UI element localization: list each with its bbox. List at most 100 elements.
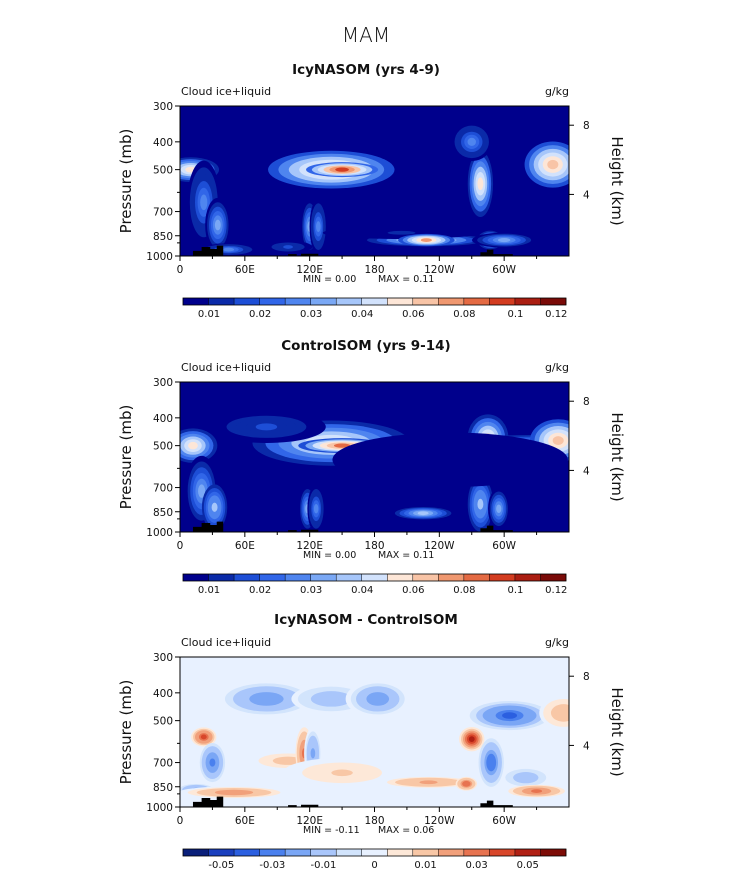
contour-band xyxy=(257,695,276,703)
colorbar-swatch xyxy=(208,849,235,856)
y2-tick-label: 8 xyxy=(583,396,590,408)
colorbar-swatch xyxy=(514,849,541,856)
colorbar-swatch xyxy=(361,574,388,581)
colorbar-swatch xyxy=(183,849,209,856)
colorbar-label: 0.1 xyxy=(507,309,523,320)
colorbar-swatch xyxy=(387,849,414,856)
colorbar-swatch xyxy=(285,849,311,856)
x-tick-label: 120E xyxy=(296,815,323,827)
contour-band xyxy=(316,221,321,233)
contour-band xyxy=(502,712,518,719)
units-label: g/kg xyxy=(545,636,569,649)
topography-andes xyxy=(480,800,513,807)
y2-axis-label: Height (km) xyxy=(608,136,626,225)
colorbar-label: 0.08 xyxy=(453,585,475,596)
contour-band xyxy=(547,159,559,170)
y2-tick-label: 4 xyxy=(583,189,590,201)
topography-asia xyxy=(192,521,224,532)
x-tick-label: 60W xyxy=(492,264,516,276)
colorbar-label: 0.06 xyxy=(402,309,424,320)
colorbar-swatch xyxy=(463,574,490,581)
colorbar-frame xyxy=(182,848,567,857)
colorbar-label: 0.01 xyxy=(414,860,436,871)
colorbar-swatch xyxy=(540,849,567,856)
panel-title: ControlSOM (yrs 9-14) xyxy=(281,338,450,354)
colorbar-label: -0.03 xyxy=(259,860,285,871)
variable-label: Cloud ice+liquid xyxy=(181,636,271,649)
contour-band xyxy=(420,238,432,242)
contour-band xyxy=(520,775,531,781)
y-tick-label: 700 xyxy=(153,758,173,770)
colorbar-swatch xyxy=(234,849,260,856)
colorbar-swatch xyxy=(234,298,260,305)
contour-band xyxy=(477,177,484,191)
contour-band xyxy=(371,695,384,703)
colorbar-label: -0.01 xyxy=(310,860,336,871)
colorbar-label: 0.01 xyxy=(198,585,220,596)
y-tick-label: 300 xyxy=(153,652,173,664)
x-tick-label: 0 xyxy=(177,264,184,276)
contour-band xyxy=(214,219,221,231)
contour-band xyxy=(558,709,569,717)
colorbar-swatch xyxy=(310,298,337,305)
contour-band xyxy=(419,780,438,785)
y2-tick-label: 8 xyxy=(583,671,590,683)
contour-band xyxy=(255,423,278,431)
x-tick-label: 60E xyxy=(235,264,255,276)
colorbar-swatch xyxy=(463,849,490,856)
colorbar-label: 0.06 xyxy=(402,585,424,596)
contour-band xyxy=(209,758,216,767)
y-tick-label: 700 xyxy=(153,483,173,495)
max-value: MAX = 0.11 xyxy=(378,550,434,561)
y2-axis-label: Height (km) xyxy=(608,687,626,776)
contour-band xyxy=(497,237,511,243)
colorbar-swatch xyxy=(361,298,388,305)
colorbar-swatch xyxy=(361,849,388,856)
y-tick-label: 400 xyxy=(153,413,173,425)
colorbar-label: 0.04 xyxy=(351,585,373,596)
y-tick-label: 500 xyxy=(153,165,173,177)
colorbar-swatch xyxy=(310,849,337,856)
panel-title: IcyNASOM (yrs 4-9) xyxy=(292,62,440,78)
contour-band xyxy=(387,230,416,235)
contour-band xyxy=(200,734,207,740)
y-axis-label: Pressure (mb) xyxy=(117,680,135,785)
contour-band xyxy=(417,511,429,516)
contour-band xyxy=(496,504,502,514)
y-tick-label: 300 xyxy=(153,377,173,389)
colorbar-swatch xyxy=(489,298,516,305)
contour-field xyxy=(180,657,569,807)
colorbar-swatch xyxy=(540,298,567,305)
y-tick-label: 850 xyxy=(153,507,173,519)
y-tick-label: 400 xyxy=(153,137,173,149)
units-label: g/kg xyxy=(545,85,569,98)
topography-andes xyxy=(480,249,513,256)
y-tick-label: 500 xyxy=(153,441,173,453)
colorbar-label: 0.05 xyxy=(517,860,539,871)
contour-band xyxy=(211,502,218,512)
colorbar-label: 0.12 xyxy=(545,309,567,320)
y-tick-label: 500 xyxy=(153,716,173,728)
colorbar-frame xyxy=(182,573,567,582)
colorbar-label: 0.08 xyxy=(453,309,475,320)
colorbar-label: 0.03 xyxy=(300,585,322,596)
y-axis-label: Pressure (mb) xyxy=(117,129,135,234)
contour-band xyxy=(313,504,319,514)
y-tick-label: 1000 xyxy=(146,251,173,263)
colorbar-swatch xyxy=(259,298,286,305)
contour-band xyxy=(333,443,351,448)
colorbar-swatch xyxy=(438,298,465,305)
colorbar-swatch xyxy=(387,298,414,305)
contour-band xyxy=(310,748,316,759)
colorbar-swatch xyxy=(259,574,286,581)
colorbar-label: 0.03 xyxy=(466,860,488,871)
units-label: g/kg xyxy=(545,361,569,374)
colorbar-swatch xyxy=(489,849,516,856)
colorbar-swatch xyxy=(208,298,235,305)
topography-asia xyxy=(192,245,224,256)
x-tick-label: 120W xyxy=(424,264,455,276)
y-tick-label: 700 xyxy=(153,207,173,219)
max-value: MAX = 0.06 xyxy=(378,825,434,836)
colorbar-swatch xyxy=(540,574,567,581)
